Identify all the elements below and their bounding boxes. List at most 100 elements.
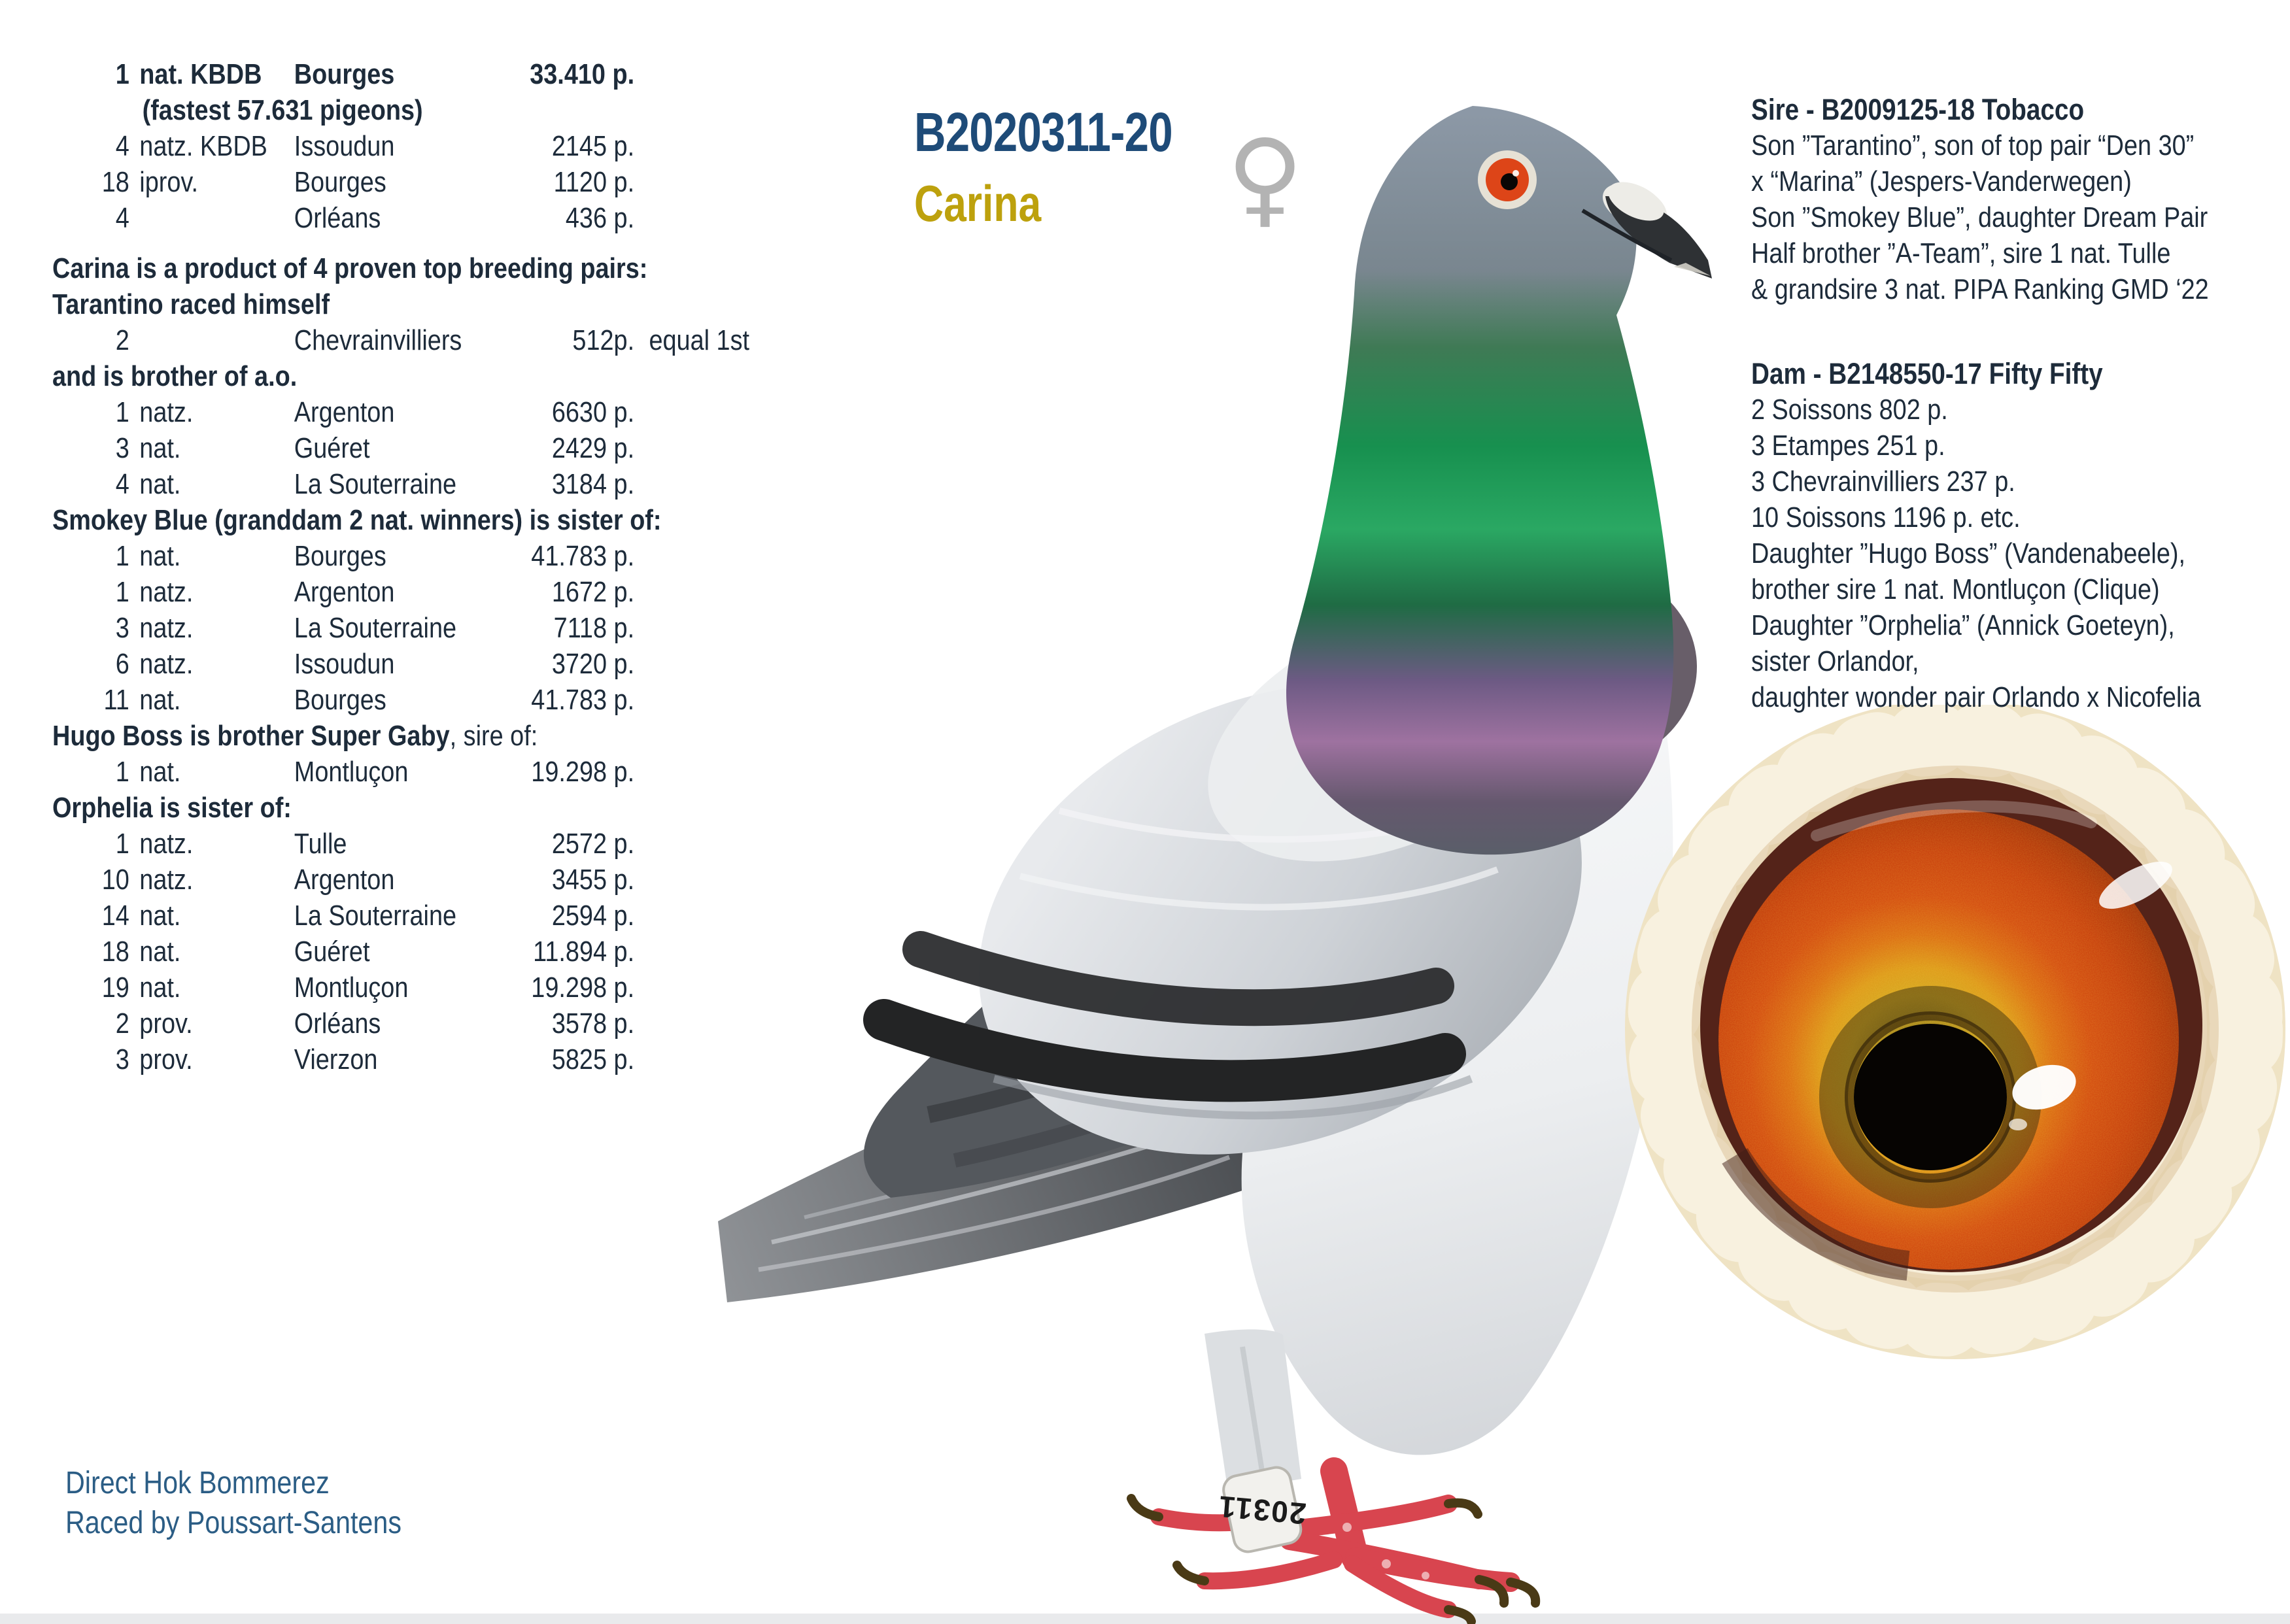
dam-line: 3 Chevrainvilliers 237 p. xyxy=(1751,465,2015,498)
result-pos: 1 xyxy=(115,396,129,428)
result-pts: 2572 p. xyxy=(551,828,635,860)
result-pos: 1 xyxy=(115,576,129,608)
result-place: Argenton xyxy=(294,576,395,608)
result-pos: 2 xyxy=(115,324,129,356)
result-note xyxy=(634,610,812,646)
result-place: Tulle xyxy=(294,828,347,860)
result-place: Guéret xyxy=(294,432,370,464)
result-pos: 2 xyxy=(115,1007,129,1040)
result-place: Orléans xyxy=(294,1007,381,1040)
pigeon-eye-iris xyxy=(1486,158,1529,201)
result-place: Orléans xyxy=(294,202,381,234)
result-row: 4 nat. La Souterraine 3184 p. xyxy=(52,466,812,502)
result-row: 14 nat. La Souterraine 2594 p. xyxy=(52,898,812,934)
footer: Direct Hok Bommerez Raced by Poussart-Sa… xyxy=(65,1463,402,1543)
result-pts: 512p. xyxy=(572,324,635,356)
result-pts: 33.410 p. xyxy=(530,58,635,90)
result-row: 2 prov. Orléans 3578 p. xyxy=(52,1006,812,1041)
result-pts: 1672 p. xyxy=(551,576,635,608)
dam-line: Daughter ”Orphelia” (Annick Goeteyn), xyxy=(1751,609,2175,641)
result-place: Argenton xyxy=(294,864,395,896)
result-place: Guéret xyxy=(294,936,370,968)
result-row: 11 nat. Bourges 41.783 p. xyxy=(52,682,812,718)
pigeon-beak xyxy=(1605,196,1712,279)
result-pts: 1120 p. xyxy=(553,166,635,198)
bottom-edge-strip xyxy=(0,1614,2290,1624)
result-note xyxy=(634,164,812,200)
pigeon-head-neck xyxy=(1286,106,1674,855)
result-pts: 19.298 p. xyxy=(531,972,635,1004)
result-cls: nat. xyxy=(139,540,181,572)
result-place: La Souterraine xyxy=(294,612,457,644)
result-row: 18 nat. Guéret 11.894 p. xyxy=(52,934,812,970)
result-cls: natz. KBDB xyxy=(139,130,267,162)
result-place: Bourges xyxy=(294,540,386,572)
result-cls: natz. xyxy=(139,576,194,608)
result-note xyxy=(634,430,812,466)
result-pos: 6 xyxy=(115,648,129,680)
ring-number: B2020311-20 xyxy=(914,101,1173,163)
result-heading: Carina is a product of 4 proven top bree… xyxy=(52,252,648,284)
result-note xyxy=(634,574,812,610)
female-sex-icon: ♀ xyxy=(1227,116,1304,239)
result-pos: 4 xyxy=(115,130,129,162)
result-note xyxy=(634,538,812,574)
result-note xyxy=(634,934,812,970)
result-place: Issoudun xyxy=(294,648,395,680)
eye-cere-beads xyxy=(1628,705,2283,1357)
result-note xyxy=(634,970,812,1006)
footer-line-origin: Direct Hok Bommerez xyxy=(65,1466,330,1500)
result-heading-rest: , sire of: xyxy=(449,720,538,752)
result-cls: natz. xyxy=(139,396,194,428)
result-row: 3 natz. La Souterraine 7118 p. xyxy=(52,610,812,646)
result-pts: 11.894 p. xyxy=(533,936,635,968)
result-pos: 18 xyxy=(101,166,129,198)
result-note xyxy=(634,826,812,862)
result-row: 18 iprov. Bourges 1120 p. xyxy=(52,164,812,200)
result-pos: 1 xyxy=(115,58,129,90)
result-place: Vierzon xyxy=(294,1043,378,1075)
result-row: 4 Orléans 436 p. xyxy=(52,200,812,236)
result-pos: 19 xyxy=(101,972,129,1004)
result-note xyxy=(634,466,812,502)
result-place: La Souterraine xyxy=(294,900,457,932)
result-note xyxy=(634,1006,812,1041)
eye-cere-base xyxy=(1625,707,2285,1353)
result-row: 3 prov. Vierzon 5825 p. xyxy=(52,1041,812,1077)
sire-block: Sire - B2009125-18 Tobacco Son ”Tarantin… xyxy=(1751,92,2274,307)
dam-line: 3 Etampes 251 p. xyxy=(1751,430,1945,462)
result-row: 2 Chevrainvilliers 512p. equal 1st xyxy=(52,322,812,358)
result-row: 19 nat. Montluçon 19.298 p. xyxy=(52,970,812,1006)
dam-block: Dam - B2148550-17 Fifty Fifty 2 Soissons… xyxy=(1751,356,2274,715)
result-pts: 2594 p. xyxy=(551,900,635,932)
pigeon-wing-bar xyxy=(863,999,1466,1102)
sire-line: Half brother ”A-Team”, sire 1 nat. Tulle xyxy=(1751,237,2171,269)
result-row: 4 natz. KBDB Issoudun 2145 p. xyxy=(52,128,812,164)
result-pos: 18 xyxy=(101,936,129,968)
result-cls xyxy=(129,200,294,236)
result-cls: nat. KBDB xyxy=(139,58,262,90)
result-pos: 1 xyxy=(115,540,129,572)
result-pos: 4 xyxy=(115,202,129,234)
result-cls: nat. xyxy=(139,468,181,500)
result-place: Montluçon xyxy=(294,972,409,1004)
dam-line: sister Orlandor, xyxy=(1751,645,1919,677)
result-row: 10 natz. Argenton 3455 p. xyxy=(52,862,812,898)
pigeon-cere xyxy=(1602,183,1667,229)
pigeon-wing-shield xyxy=(979,683,1582,1155)
result-heading: Hugo Boss is brother Super Gaby, sire of… xyxy=(52,718,812,754)
result-row: 6 natz. Issoudun 3720 p. xyxy=(52,646,812,682)
result-pos: 10 xyxy=(101,864,129,896)
result-row: 1 nat. KBDB Bourges 33.410 p. xyxy=(52,56,812,92)
result-note xyxy=(634,128,812,164)
sire-line: x “Marina” (Jespers-Vanderwegen) xyxy=(1751,165,2132,197)
result-heading: Orphelia is sister of: xyxy=(52,792,292,824)
dam-lines: 2 Soissons 802 p. 3 Etampes 251 p. 3 Chevr… xyxy=(1751,392,2274,715)
result-row: 1 natz. Argenton 6630 p. xyxy=(52,394,812,430)
result-note xyxy=(634,682,812,718)
pigeon-flight-feathers xyxy=(863,706,1486,1198)
pigeon-wing-bar xyxy=(902,931,1454,1026)
result-place: La Souterraine xyxy=(294,468,457,500)
result-note xyxy=(634,898,812,934)
result-cls: prov. xyxy=(139,1043,193,1075)
